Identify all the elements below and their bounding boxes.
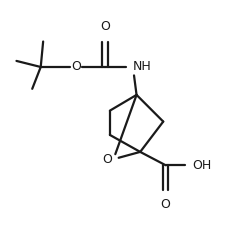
Text: O: O bbox=[102, 153, 112, 166]
Text: O: O bbox=[161, 198, 171, 212]
Text: NH: NH bbox=[133, 61, 152, 73]
Text: O: O bbox=[71, 61, 81, 73]
Text: OH: OH bbox=[192, 159, 212, 172]
Text: O: O bbox=[100, 20, 110, 32]
